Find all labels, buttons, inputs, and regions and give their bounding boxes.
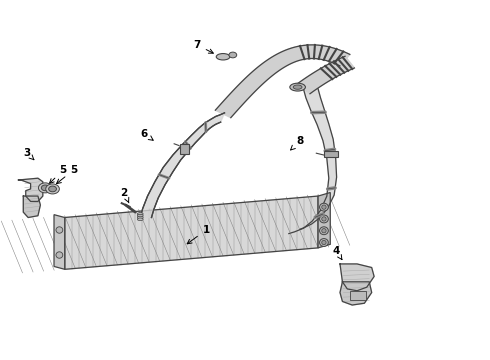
Polygon shape [24, 196, 40, 217]
Ellipse shape [322, 229, 326, 233]
Polygon shape [19, 178, 43, 202]
Text: 4: 4 [333, 247, 342, 260]
Ellipse shape [137, 215, 143, 217]
Text: 5: 5 [56, 165, 77, 184]
Ellipse shape [137, 213, 143, 215]
Ellipse shape [137, 218, 143, 221]
Ellipse shape [56, 252, 63, 258]
Circle shape [41, 185, 49, 191]
Ellipse shape [290, 83, 305, 91]
Ellipse shape [319, 239, 328, 247]
Polygon shape [340, 282, 372, 305]
Polygon shape [318, 193, 330, 248]
Ellipse shape [322, 217, 326, 221]
Bar [323, 151, 338, 157]
Polygon shape [65, 196, 318, 269]
Ellipse shape [319, 215, 328, 223]
Text: 6: 6 [140, 129, 153, 140]
Ellipse shape [322, 205, 326, 209]
Polygon shape [340, 264, 374, 291]
Polygon shape [54, 215, 65, 269]
Ellipse shape [319, 203, 328, 211]
Text: 1: 1 [187, 225, 210, 244]
Text: 2: 2 [121, 188, 129, 203]
Circle shape [49, 186, 56, 192]
Text: 8: 8 [291, 136, 303, 150]
Ellipse shape [216, 54, 230, 60]
Text: 3: 3 [24, 148, 34, 160]
Bar [180, 144, 189, 154]
Ellipse shape [293, 85, 302, 89]
Circle shape [229, 52, 237, 58]
Text: 7: 7 [194, 40, 213, 53]
Text: 5: 5 [49, 165, 67, 183]
Polygon shape [289, 89, 337, 234]
Polygon shape [215, 45, 350, 118]
Ellipse shape [322, 240, 326, 245]
Ellipse shape [56, 227, 63, 233]
Polygon shape [297, 56, 354, 94]
Ellipse shape [137, 216, 143, 219]
Ellipse shape [319, 227, 328, 235]
Circle shape [46, 184, 59, 194]
Bar [350, 291, 366, 300]
Circle shape [38, 183, 52, 193]
Polygon shape [140, 113, 224, 217]
